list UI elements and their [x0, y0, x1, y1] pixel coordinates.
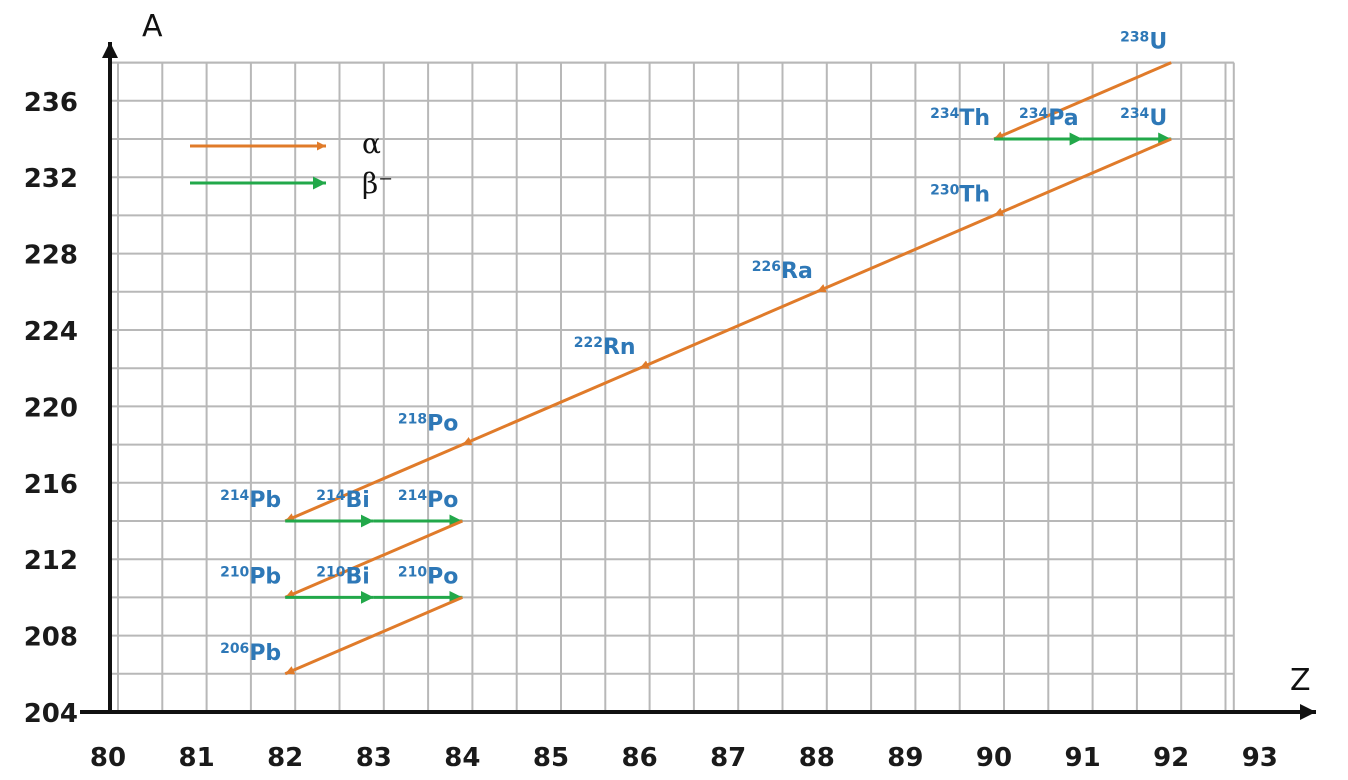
nuclide-symbol: Bi	[345, 564, 369, 589]
nuclide-mass: 214	[316, 488, 345, 504]
y-tick-labels: 204 208 212 216 220 224 228 232 236	[24, 88, 78, 729]
nuclide-symbol: Po	[427, 488, 458, 513]
nuclide-label: 234Th	[930, 106, 990, 131]
nuclide-label: 238U	[1120, 30, 1167, 55]
x-tick-label: 86	[622, 743, 658, 773]
alpha-decay-arrow	[993, 61, 1172, 141]
nuclide-mass: 230	[930, 182, 959, 198]
nuclide-mass: 210	[220, 564, 249, 580]
nuclide-symbol: Th	[959, 106, 990, 131]
x-tick-label: 83	[356, 743, 392, 773]
axes: A Z	[80, 9, 1316, 720]
nuclide-mass: 234	[1120, 106, 1149, 122]
y-tick-label: 236	[24, 88, 78, 118]
nuclide-label: 226Ra	[752, 259, 813, 284]
y-tick-label: 228	[24, 241, 78, 271]
alpha-decay-arrow	[284, 443, 463, 523]
x-tick-label: 84	[444, 743, 480, 773]
decay-arrows	[284, 61, 1172, 676]
x-tick-label: 92	[1153, 743, 1189, 773]
y-tick-label: 208	[24, 623, 78, 653]
x-tick-label: 90	[976, 743, 1012, 773]
nuclide-label: 206Pb	[220, 641, 281, 666]
nuclide-mass: 210	[398, 564, 427, 580]
alpha-decay-arrow	[816, 214, 995, 294]
nuclide-mass: 234	[1019, 106, 1048, 122]
alpha-decay-arrow	[639, 290, 818, 370]
nuclide-mass: 222	[574, 335, 603, 351]
y-tick-label: 216	[24, 470, 78, 500]
nuclide-symbol: Pb	[249, 564, 281, 589]
nuclide-label: 210Po	[398, 564, 458, 589]
nuclide-symbol: Pb	[249, 641, 281, 666]
x-tick-label: 91	[1065, 743, 1101, 773]
nuclide-label: 230Th	[930, 182, 990, 207]
nuclide-symbol: Po	[427, 412, 458, 437]
nuclide-mass: 214	[220, 488, 249, 504]
nuclide-symbol: Pa	[1048, 106, 1078, 131]
y-tick-label: 204	[24, 699, 78, 729]
nuclide-label: 222Rn	[574, 335, 636, 360]
x-tick-label: 80	[90, 743, 126, 773]
nuclide-symbol: Ra	[781, 259, 813, 284]
y-tick-label: 232	[24, 164, 78, 194]
x-tick-label: 81	[179, 743, 215, 773]
x-tick-labels: 80 81 82 83 84 85 86 87 88 89 90 91 92 93	[90, 743, 1278, 773]
alpha-decay-arrow	[284, 519, 463, 599]
nuclide-label: 214Pb	[220, 488, 281, 513]
x-tick-label: 88	[799, 743, 835, 773]
nuclide-mass: 210	[316, 564, 345, 580]
nuclide-symbol: Rn	[603, 335, 636, 360]
x-tick-label: 93	[1242, 743, 1278, 773]
y-axis-title: A	[142, 9, 163, 44]
nuclide-mass: 226	[752, 259, 781, 275]
x-tick-label: 87	[710, 743, 746, 773]
x-tick-label: 89	[887, 743, 923, 773]
nuclide-mass: 218	[398, 412, 427, 428]
y-tick-label: 224	[24, 317, 78, 347]
nuclide-label: 218Po	[398, 412, 458, 437]
nuclide-mass: 214	[398, 488, 427, 504]
nuclide-symbol: Bi	[345, 488, 369, 513]
nuclide-symbol: Pb	[249, 488, 281, 513]
alpha-decay-arrow	[461, 366, 641, 446]
legend: α β⁻	[190, 127, 393, 200]
nuclide-symbol: U	[1149, 106, 1167, 131]
grid	[110, 61, 1235, 712]
nuclide-label: 214Po	[398, 488, 458, 513]
nuclide-symbol: Po	[427, 564, 458, 589]
alpha-decay-arrow	[993, 137, 1172, 217]
nuclide-label: 210Bi	[316, 564, 370, 589]
nuclide-label: 234U	[1120, 106, 1167, 131]
nuclide-label: 210Pb	[220, 564, 281, 589]
nuclide-symbol: U	[1149, 30, 1167, 55]
nuclide-label: 214Bi	[316, 488, 370, 513]
x-axis-title: Z	[1290, 663, 1311, 698]
x-tick-label: 85	[533, 743, 569, 773]
nuclide-mass: 206	[220, 641, 249, 657]
legend-alpha-label: α	[362, 127, 381, 160]
nuclide-label: 234Pa	[1019, 106, 1079, 131]
alpha-decay-arrow	[284, 596, 463, 676]
legend-beta-label: β⁻	[362, 167, 393, 200]
nuclide-mass: 234	[930, 106, 959, 122]
y-tick-label: 212	[24, 546, 78, 576]
nuclide-symbol: Th	[959, 182, 990, 207]
nuclide-mass: 238	[1120, 30, 1149, 46]
x-tick-label: 82	[267, 743, 303, 773]
y-tick-label: 220	[24, 393, 78, 423]
